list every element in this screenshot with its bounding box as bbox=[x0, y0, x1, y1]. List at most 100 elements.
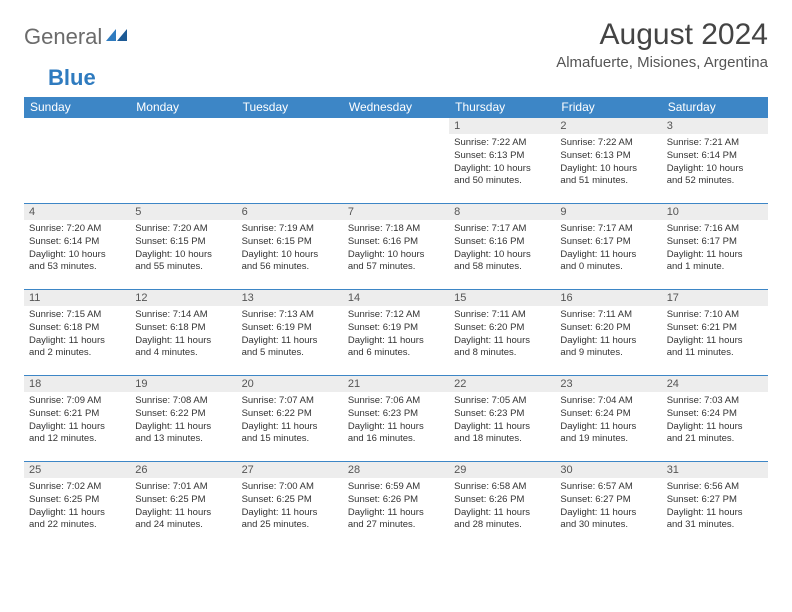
day-details: Sunrise: 7:12 AMSunset: 6:19 PMDaylight:… bbox=[343, 306, 449, 364]
calendar-day-cell bbox=[237, 118, 343, 204]
day-detail-line: and 6 minutes. bbox=[348, 347, 444, 360]
day-number: 15 bbox=[449, 290, 555, 306]
day-detail-line: and 52 minutes. bbox=[667, 175, 763, 188]
logo: General bbox=[24, 24, 130, 50]
calendar-day-cell: 24Sunrise: 7:03 AMSunset: 6:24 PMDayligh… bbox=[662, 376, 768, 462]
day-detail-line: Sunset: 6:13 PM bbox=[454, 150, 550, 163]
day-detail-line: and 24 minutes. bbox=[135, 519, 231, 532]
day-number: 29 bbox=[449, 462, 555, 478]
day-detail-line: Daylight: 11 hours bbox=[29, 421, 125, 434]
day-details: Sunrise: 7:09 AMSunset: 6:21 PMDaylight:… bbox=[24, 392, 130, 450]
day-detail-line: and 13 minutes. bbox=[135, 433, 231, 446]
day-number: 20 bbox=[237, 376, 343, 392]
day-detail-line: Daylight: 11 hours bbox=[29, 507, 125, 520]
day-detail-line: Sunrise: 7:17 AM bbox=[454, 223, 550, 236]
day-detail-line: Sunset: 6:26 PM bbox=[348, 494, 444, 507]
day-detail-line: and 12 minutes. bbox=[29, 433, 125, 446]
day-details: Sunrise: 7:06 AMSunset: 6:23 PMDaylight:… bbox=[343, 392, 449, 450]
day-detail-line: and 9 minutes. bbox=[560, 347, 656, 360]
day-detail-line: and 5 minutes. bbox=[242, 347, 338, 360]
day-detail-line: Sunset: 6:18 PM bbox=[29, 322, 125, 335]
day-detail-line: Sunrise: 7:04 AM bbox=[560, 395, 656, 408]
day-number: 10 bbox=[662, 204, 768, 220]
day-detail-line: Daylight: 11 hours bbox=[242, 421, 338, 434]
day-detail-line: Sunrise: 7:07 AM bbox=[242, 395, 338, 408]
day-detail-line: and 4 minutes. bbox=[135, 347, 231, 360]
logo-text-general: General bbox=[24, 24, 102, 50]
day-detail-line: and 19 minutes. bbox=[560, 433, 656, 446]
logo-text-blue: Blue bbox=[48, 65, 96, 90]
weekday-header: Monday bbox=[130, 97, 236, 118]
day-detail-line: Daylight: 11 hours bbox=[348, 335, 444, 348]
day-details: Sunrise: 7:02 AMSunset: 6:25 PMDaylight:… bbox=[24, 478, 130, 536]
day-number: 23 bbox=[555, 376, 661, 392]
day-detail-line: and 28 minutes. bbox=[454, 519, 550, 532]
day-detail-line: Sunset: 6:19 PM bbox=[242, 322, 338, 335]
day-number: 19 bbox=[130, 376, 236, 392]
day-details: Sunrise: 7:18 AMSunset: 6:16 PMDaylight:… bbox=[343, 220, 449, 278]
day-detail-line: Sunrise: 7:11 AM bbox=[454, 309, 550, 322]
day-details: Sunrise: 7:17 AMSunset: 6:17 PMDaylight:… bbox=[555, 220, 661, 278]
logo-mark-icon bbox=[106, 27, 128, 48]
day-detail-line: Daylight: 11 hours bbox=[135, 421, 231, 434]
calendar-day-cell: 11Sunrise: 7:15 AMSunset: 6:18 PMDayligh… bbox=[24, 290, 130, 376]
weekday-header: Thursday bbox=[449, 97, 555, 118]
calendar-day-cell: 16Sunrise: 7:11 AMSunset: 6:20 PMDayligh… bbox=[555, 290, 661, 376]
day-detail-line: Sunset: 6:17 PM bbox=[560, 236, 656, 249]
day-detail-line: and 27 minutes. bbox=[348, 519, 444, 532]
day-detail-line: Daylight: 11 hours bbox=[667, 421, 763, 434]
calendar-day-cell bbox=[24, 118, 130, 204]
day-detail-line: Daylight: 11 hours bbox=[135, 507, 231, 520]
day-detail-line: and 21 minutes. bbox=[667, 433, 763, 446]
calendar-day-cell: 28Sunrise: 6:59 AMSunset: 6:26 PMDayligh… bbox=[343, 462, 449, 548]
calendar-week-row: 18Sunrise: 7:09 AMSunset: 6:21 PMDayligh… bbox=[24, 376, 768, 462]
calendar-day-cell bbox=[130, 118, 236, 204]
day-detail-line: Sunrise: 7:06 AM bbox=[348, 395, 444, 408]
location: Almafuerte, Misiones, Argentina bbox=[556, 54, 768, 71]
calendar-day-cell: 23Sunrise: 7:04 AMSunset: 6:24 PMDayligh… bbox=[555, 376, 661, 462]
calendar-day-cell: 7Sunrise: 7:18 AMSunset: 6:16 PMDaylight… bbox=[343, 204, 449, 290]
calendar-week-row: 25Sunrise: 7:02 AMSunset: 6:25 PMDayligh… bbox=[24, 462, 768, 548]
calendar-table: SundayMondayTuesdayWednesdayThursdayFrid… bbox=[24, 97, 768, 548]
calendar-day-cell: 1Sunrise: 7:22 AMSunset: 6:13 PMDaylight… bbox=[449, 118, 555, 204]
day-detail-line: Sunset: 6:13 PM bbox=[560, 150, 656, 163]
day-detail-line: and 25 minutes. bbox=[242, 519, 338, 532]
day-details: Sunrise: 7:15 AMSunset: 6:18 PMDaylight:… bbox=[24, 306, 130, 364]
day-detail-line: Sunrise: 7:01 AM bbox=[135, 481, 231, 494]
calendar-day-cell: 26Sunrise: 7:01 AMSunset: 6:25 PMDayligh… bbox=[130, 462, 236, 548]
day-number: 22 bbox=[449, 376, 555, 392]
day-detail-line: Daylight: 11 hours bbox=[135, 335, 231, 348]
day-detail-line: Daylight: 10 hours bbox=[667, 163, 763, 176]
calendar-day-cell: 19Sunrise: 7:08 AMSunset: 6:22 PMDayligh… bbox=[130, 376, 236, 462]
day-detail-line: Sunset: 6:14 PM bbox=[29, 236, 125, 249]
day-detail-line: Daylight: 11 hours bbox=[560, 507, 656, 520]
calendar-day-cell: 6Sunrise: 7:19 AMSunset: 6:15 PMDaylight… bbox=[237, 204, 343, 290]
day-detail-line: Sunrise: 7:05 AM bbox=[454, 395, 550, 408]
day-detail-line: Daylight: 10 hours bbox=[242, 249, 338, 262]
day-details: Sunrise: 7:11 AMSunset: 6:20 PMDaylight:… bbox=[555, 306, 661, 364]
calendar-day-cell: 12Sunrise: 7:14 AMSunset: 6:18 PMDayligh… bbox=[130, 290, 236, 376]
calendar-day-cell: 31Sunrise: 6:56 AMSunset: 6:27 PMDayligh… bbox=[662, 462, 768, 548]
day-detail-line: Daylight: 10 hours bbox=[560, 163, 656, 176]
day-detail-line: Daylight: 11 hours bbox=[242, 335, 338, 348]
day-detail-line: Sunrise: 7:00 AM bbox=[242, 481, 338, 494]
calendar-day-cell: 27Sunrise: 7:00 AMSunset: 6:25 PMDayligh… bbox=[237, 462, 343, 548]
day-detail-line: Sunset: 6:26 PM bbox=[454, 494, 550, 507]
calendar-day-cell: 8Sunrise: 7:17 AMSunset: 6:16 PMDaylight… bbox=[449, 204, 555, 290]
day-detail-line: Sunrise: 7:22 AM bbox=[560, 137, 656, 150]
day-detail-line: Sunset: 6:23 PM bbox=[454, 408, 550, 421]
day-number: 14 bbox=[343, 290, 449, 306]
day-detail-line: Sunrise: 7:03 AM bbox=[667, 395, 763, 408]
day-detail-line: Sunrise: 7:18 AM bbox=[348, 223, 444, 236]
day-details: Sunrise: 7:22 AMSunset: 6:13 PMDaylight:… bbox=[555, 134, 661, 192]
day-number: 5 bbox=[130, 204, 236, 220]
day-detail-line: Sunset: 6:17 PM bbox=[667, 236, 763, 249]
day-detail-line: and 51 minutes. bbox=[560, 175, 656, 188]
day-number: 6 bbox=[237, 204, 343, 220]
day-detail-line: Sunset: 6:16 PM bbox=[348, 236, 444, 249]
day-number: 1 bbox=[449, 118, 555, 134]
day-details: Sunrise: 7:10 AMSunset: 6:21 PMDaylight:… bbox=[662, 306, 768, 364]
day-detail-line: and 2 minutes. bbox=[29, 347, 125, 360]
day-detail-line: and 56 minutes. bbox=[242, 261, 338, 274]
day-number: 16 bbox=[555, 290, 661, 306]
